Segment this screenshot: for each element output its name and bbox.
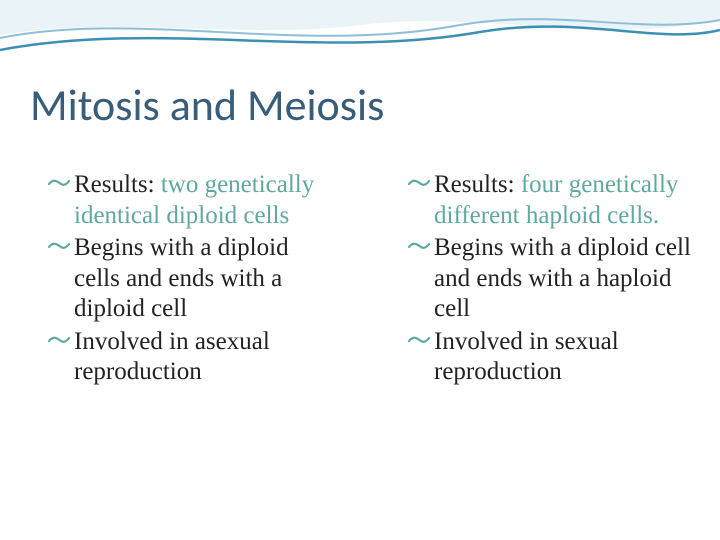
bullet-text: Involved in asexual reproduction bbox=[74, 327, 332, 388]
right-column: Results: four genetically different hapl… bbox=[360, 170, 720, 390]
bullet-text: Results: four genetically different hapl… bbox=[434, 170, 692, 231]
swirl-bullet-icon bbox=[408, 177, 430, 197]
swirl-bullet-icon bbox=[48, 177, 70, 197]
left-column: Results: two genetically identical diplo… bbox=[0, 170, 360, 390]
swirl-bullet-icon bbox=[48, 334, 70, 354]
bullet-text: Involved in sexual reproduction bbox=[434, 327, 692, 388]
swirl-bullet-icon bbox=[408, 240, 430, 260]
slide-title: Mitosis and Meiosis bbox=[30, 78, 384, 132]
bullet-item: Involved in sexual reproduction bbox=[408, 327, 692, 388]
bullet-text: Begins with a diploid cells and ends wit… bbox=[74, 233, 332, 325]
swirl-bullet-icon bbox=[48, 240, 70, 260]
bullet-item: Results: two genetically identical diplo… bbox=[48, 170, 332, 231]
bullet-text: Begins with a diploid cell and ends with… bbox=[434, 233, 692, 325]
content-columns: Results: two genetically identical diplo… bbox=[0, 170, 720, 390]
bullet-item: Begins with a diploid cell and ends with… bbox=[408, 233, 692, 325]
bullet-text: Results: two genetically identical diplo… bbox=[74, 170, 332, 231]
bullet-item: Begins with a diploid cells and ends wit… bbox=[48, 233, 332, 325]
bullet-item: Involved in asexual reproduction bbox=[48, 327, 332, 388]
bullet-item: Results: four genetically different hapl… bbox=[408, 170, 692, 231]
swirl-bullet-icon bbox=[408, 334, 430, 354]
